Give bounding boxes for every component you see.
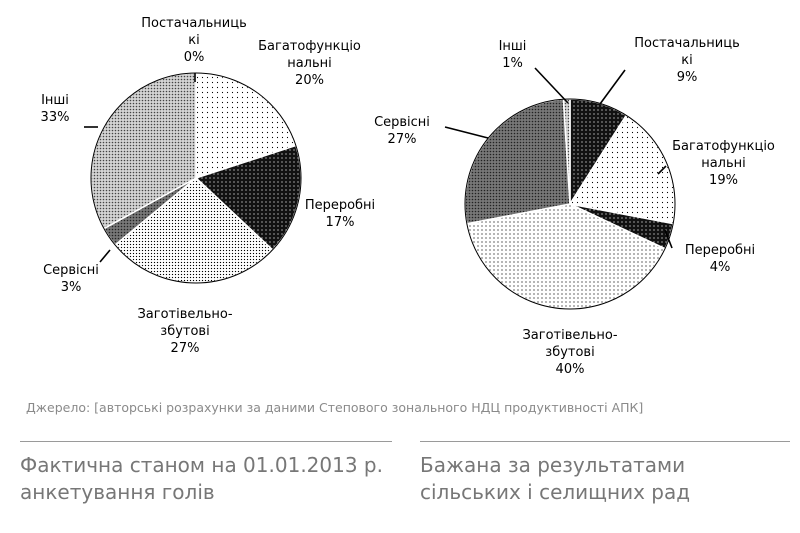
leader-line-desired-multifunctional (657, 165, 667, 175)
label-actual-service: Сервісні 3% (43, 263, 99, 295)
label-desired-procurement: Заготівельно- збутові 40% (522, 328, 618, 377)
label-desired-multifunctional: Багатофункціо нальні 19% (672, 139, 775, 188)
label-actual-other: Інші 33% (40, 93, 70, 125)
pie-chart-actual (84, 72, 302, 284)
pie-chart-desired (444, 67, 676, 310)
pie-slice-desired-service (464, 98, 571, 225)
label-actual-multifunctional: Багатофункціо нальні 20% (258, 39, 361, 88)
source-note: Джерело: [авторські розрахунки за даними… (26, 400, 644, 415)
label-desired-processing: Переробні 4% (684, 243, 756, 275)
divider-right (420, 441, 790, 442)
caption-actual: Фактична станом на 01.01.2013 р. анкетув… (20, 453, 383, 504)
label-actual-processing: Переробні 17% (304, 198, 376, 230)
caption-desired: Бажана за результатами сільських і селищ… (420, 453, 691, 504)
leader-line-desired-service (444, 126, 489, 139)
label-actual-suppliers: Постачальниць кі 0% (141, 16, 247, 65)
label-desired-suppliers: Постачальниць кі 9% (634, 36, 740, 85)
divider-left (20, 441, 392, 442)
leader-line-desired-other (534, 67, 569, 104)
label-desired-other: Інші 1% (498, 39, 527, 71)
label-desired-service: Сервісні 27% (374, 115, 430, 147)
leader-line-desired-processing (664, 229, 673, 249)
pie-charts-figure (84, 67, 676, 310)
label-actual-procurement: Заготівельно- збутові 27% (137, 307, 233, 356)
leader-line-actual-service (99, 249, 111, 263)
leader-line-desired-suppliers (599, 69, 626, 105)
pie-outline (90, 72, 302, 284)
pie-outline (464, 98, 676, 310)
